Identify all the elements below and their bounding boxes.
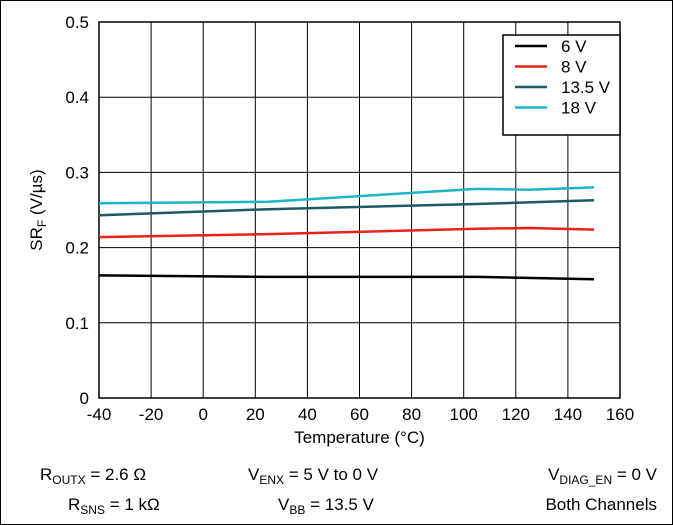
y-tick-label: 0.2 [65,239,89,258]
y-axis-label: SRF (V/µs) [27,169,49,250]
legend-label: 6 V [561,37,587,56]
series-line-1 [98,226,595,239]
legend-label: 18 V [561,99,597,118]
x-tick-label: 120 [502,405,530,424]
plot-area-border [98,21,621,399]
x-tick-label: 20 [246,405,265,424]
legend-label: 13.5 V [561,78,611,97]
y-tick-label: 0.4 [65,88,89,107]
condition-venx: VENX = 5 V to 0 V [248,465,379,487]
series-line-0 [98,274,595,281]
y-tick-label: 0.5 [65,13,89,32]
x-tick-label: 160 [606,405,634,424]
condition-vbb: VBB = 13.5 V [278,495,374,517]
y-tick-label: 0.1 [65,314,89,333]
legend-label: 8 V [561,58,587,77]
x-tick-label: 40 [298,405,317,424]
x-axis-label: Temperature (°C) [294,428,425,447]
x-tick-label: 80 [402,405,421,424]
slew-rate-chart: -40 -20 0 20 40 60 80 100 120 140 160 0 0.1 0.2 0.3 0.4… [27,13,634,447]
condition-rsns: RSNS = 1 kΩ [68,495,160,517]
x-tick-label: 0 [198,405,207,424]
condition-vdiag-en: VDIAG_EN = 0 V [548,465,657,487]
x-tick-label: -40 [87,405,112,424]
series-line-2 [98,198,595,217]
y-tick-label: 0.3 [65,163,89,182]
condition-channels: Both Channels [545,495,657,514]
y-tick-label: 0 [80,389,89,408]
x-tick-label: 100 [450,405,478,424]
x-tick-label: 60 [350,405,369,424]
series-line-3 [98,186,595,205]
x-tick-label: 140 [554,405,582,424]
legend-box [502,34,621,136]
condition-routx: ROUTX = 2.6 Ω [40,465,147,487]
x-tick-label: -20 [139,405,164,424]
